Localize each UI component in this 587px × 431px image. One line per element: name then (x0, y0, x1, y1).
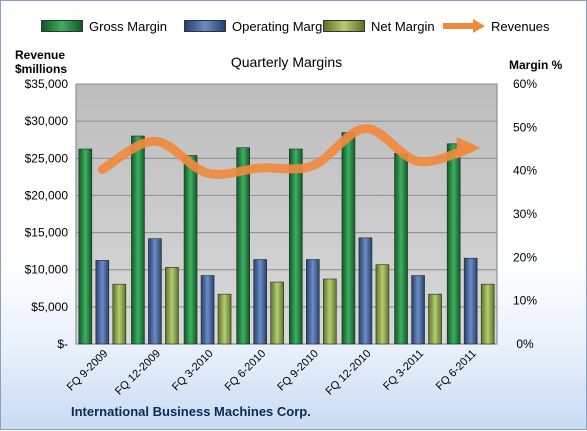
left-axis-tick-label: $25,000 (25, 151, 69, 165)
gross-margin-bar (131, 135, 145, 345)
legend-swatch-net-margin (323, 20, 365, 32)
legend-label-net-margin: Net Margin (371, 18, 435, 34)
gross-margin-bar (394, 153, 408, 345)
net-margin-bar (480, 283, 495, 345)
category-label: FQ 3-2010 (170, 348, 216, 394)
chart-legend: Gross Margin Operating Margin Net Margin… (1, 13, 587, 39)
legend-item-revenues: Revenues (441, 13, 550, 39)
right-axis-title: Margin % (509, 58, 563, 72)
legend-swatch-revenues (443, 19, 485, 33)
net-margin-bar (428, 293, 442, 345)
revenues-line-arrowhead (456, 136, 481, 159)
gross-margin-bar (289, 148, 303, 345)
category-label: FQ 12-2009 (113, 348, 163, 398)
right-axis-tick-label: 30% (513, 207, 537, 221)
operating-margin-bar (253, 259, 267, 345)
category-label: FQ 6-2010 (223, 348, 269, 394)
legend-swatch-gross-margin (41, 20, 83, 32)
chart-title: Quarterly Margins (230, 54, 343, 70)
net-margin-bar (165, 266, 179, 345)
net-margin-bar (112, 283, 127, 345)
plot-area (75, 83, 498, 345)
left-axis-tick-label: $35,000 (25, 77, 69, 91)
gross-margin-bar (78, 148, 93, 345)
category-label: FQ 12-2010 (324, 348, 374, 398)
legend-item-net-margin: Net Margin (323, 13, 435, 39)
left-axis-title-line2: $millions (15, 62, 68, 76)
net-margin-bar (270, 281, 284, 345)
gross-margin-bar (236, 147, 250, 345)
left-axis-tick-label: $- (57, 337, 68, 351)
right-axis-tick-label: 10% (513, 294, 537, 308)
net-margin-bar (217, 293, 232, 345)
left-axis-title-line1: Revenue (15, 48, 66, 62)
left-axis-tick-label: $20,000 (25, 188, 69, 202)
operating-margin-bar (463, 257, 478, 345)
left-axis-tick-label: $15,000 (25, 226, 69, 240)
right-axis-tick-label: 50% (513, 120, 537, 134)
left-axis-tick-label: $10,000 (25, 263, 69, 277)
category-label: FQ 9-2009 (65, 348, 111, 394)
net-margin-bar (323, 278, 337, 345)
revenues-line (97, 124, 476, 179)
right-axis-tick-label: 20% (513, 250, 537, 264)
legend-item-operating-margin: Operating Margin (184, 13, 332, 39)
legend-label-gross-margin: Gross Margin (89, 18, 168, 34)
category-label: FQ 9-2010 (275, 348, 321, 394)
category-label: FQ 3-2011 (381, 348, 426, 393)
legend-label-operating-margin: Operating Margin (232, 18, 333, 34)
left-axis-tick-label: $5,000 (31, 300, 68, 314)
right-axis-tick-label: 60% (513, 77, 537, 91)
operating-margin-bar (411, 275, 425, 345)
legend-swatch-operating-margin (184, 20, 226, 32)
operating-margin-bar (95, 260, 110, 345)
operating-margin-bar (306, 259, 320, 345)
gross-margin-bar (183, 155, 198, 345)
gross-margin-bar (446, 143, 461, 345)
category-label: FQ 6-2011 (434, 348, 479, 393)
gross-margin-bar (341, 132, 356, 345)
operating-margin-bar (148, 238, 162, 345)
legend-label-revenues: Revenues (491, 18, 550, 34)
left-axis-title: Revenue $millions (15, 48, 67, 76)
operating-margin-bar (358, 237, 373, 345)
company-name: International Business Machines Corp. (71, 404, 311, 419)
operating-margin-bar (200, 275, 215, 345)
legend-item-gross-margin: Gross Margin (41, 13, 167, 39)
left-axis-tick-label: $30,000 (25, 114, 69, 128)
right-axis-tick-label: 0% (516, 337, 534, 351)
right-axis-tick-label: 40% (513, 164, 537, 178)
net-margin-bar (375, 264, 390, 345)
